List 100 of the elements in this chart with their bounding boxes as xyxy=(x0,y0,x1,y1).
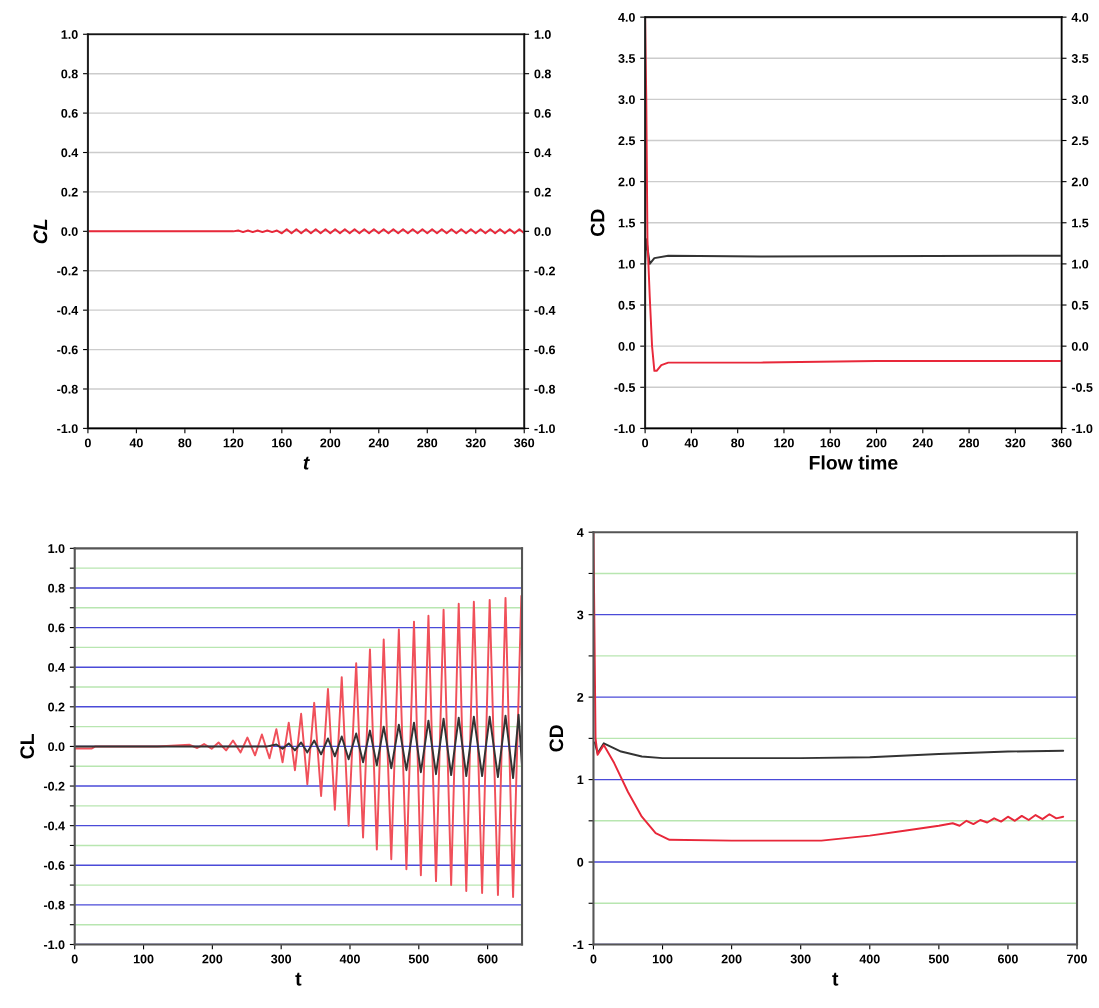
x-tick-label: 240 xyxy=(912,438,933,448)
y-tick-label: -0.6 xyxy=(57,345,78,355)
y-tick-label: -0.6 xyxy=(43,861,65,870)
x-tick-label: 100 xyxy=(652,954,673,964)
x-tick-label: 360 xyxy=(1051,438,1072,448)
y2-tick-label: 3.5 xyxy=(1071,54,1089,63)
y2-tick-label: 0.0 xyxy=(534,227,551,236)
x-tick-label: 40 xyxy=(684,438,698,448)
y2-tick-label: 2.0 xyxy=(1071,177,1089,187)
y-tick-label: 1.5 xyxy=(618,218,636,228)
y2-tick-label: -0.5 xyxy=(1071,383,1093,392)
x-tick-label: 320 xyxy=(465,438,486,448)
y-tick-label: 0.6 xyxy=(61,108,78,118)
y2-tick-label: 4.0 xyxy=(1071,12,1089,22)
y-axis-title: CD xyxy=(590,209,605,237)
y2-tick-label: 1.5 xyxy=(1072,218,1089,228)
y-tick-label: -0.4 xyxy=(43,821,65,831)
x-tick-label: 600 xyxy=(997,954,1018,964)
x-tick-label: 120 xyxy=(774,438,794,448)
x-tick-label: 240 xyxy=(368,438,389,448)
x-tick-label: 200 xyxy=(320,438,341,448)
y2-tick-label: -1.0 xyxy=(1071,424,1093,434)
y-tick-label: -0.5 xyxy=(614,383,636,392)
y-tick-label: 0.0 xyxy=(61,227,78,236)
y-axis-title: CD xyxy=(549,725,564,752)
y2-tick-label: 0.2 xyxy=(534,187,551,197)
y-tick-label: 0.4 xyxy=(61,148,79,158)
y-tick-label: 0.8 xyxy=(48,583,65,593)
x-tick-label: 80 xyxy=(178,438,192,448)
x-tick-label: 0 xyxy=(642,438,649,448)
y-tick-label: 0.4 xyxy=(48,663,65,672)
y-tick-label: -1.0 xyxy=(57,424,78,434)
x-axis-title: Flow time xyxy=(809,455,898,470)
y2-tick-label: 0.8 xyxy=(534,69,551,79)
x-tick-label: 280 xyxy=(417,438,438,448)
y2-tick-label: 0.0 xyxy=(1071,341,1089,351)
y2-tick-label: -0.4 xyxy=(534,305,556,315)
x-tick-label: 0 xyxy=(84,438,91,448)
x-tick-label: 200 xyxy=(721,954,742,964)
x-tick-label: 360 xyxy=(514,438,535,448)
y2-tick-label: -1.0 xyxy=(534,424,555,434)
x-tick-label: 700 xyxy=(1067,954,1087,964)
x-tick-label: 300 xyxy=(790,954,811,964)
y-tick-label: 0.0 xyxy=(618,341,635,351)
x-tick-label: 500 xyxy=(408,954,429,964)
y-tick-label: -1.0 xyxy=(43,940,65,950)
y2-tick-label: 0.4 xyxy=(534,148,552,158)
x-tick-label: 160 xyxy=(272,438,292,448)
y-tick-label: 0.5 xyxy=(618,300,636,310)
x-tick-label: 200 xyxy=(202,954,223,964)
y-tick-label: 4 xyxy=(576,528,584,537)
y2-tick-label: -0.8 xyxy=(534,384,556,394)
y-tick-label: 1.0 xyxy=(61,30,78,39)
y-tick-label: 2 xyxy=(577,692,584,702)
y-tick-label: 1.0 xyxy=(618,259,635,269)
y-tick-label: -0.4 xyxy=(57,305,79,315)
x-tick-label: 200 xyxy=(866,438,887,448)
y-tick-label: 1 xyxy=(577,775,584,785)
y-tick-label: 3.5 xyxy=(618,54,636,63)
y-tick-label: -0.8 xyxy=(57,384,78,394)
y-tick-label: 0 xyxy=(577,857,584,867)
x-axis-title: t xyxy=(303,456,310,470)
x-tick-label: 100 xyxy=(133,954,154,964)
y-tick-label: 2.5 xyxy=(618,136,636,146)
y-axis-title: CL xyxy=(33,219,48,244)
y-axis-title: CL xyxy=(20,734,35,759)
y-tick-label: 0.0 xyxy=(48,742,65,752)
y-tick-label: 0.2 xyxy=(61,187,78,197)
y-tick-label: 4.0 xyxy=(618,12,635,22)
y-tick-label: 0.6 xyxy=(48,623,65,633)
x-tick-label: 300 xyxy=(271,954,292,964)
y-tick-label: 2.0 xyxy=(618,177,635,187)
x-tick-label: 320 xyxy=(1005,438,1026,448)
x-tick-label: 80 xyxy=(731,438,745,448)
x-tick-label: 400 xyxy=(339,954,360,964)
y2-tick-label: -0.6 xyxy=(534,345,556,355)
x-tick-label: 500 xyxy=(928,954,949,964)
x-tick-label: 120 xyxy=(223,438,244,448)
x-tick-label: 280 xyxy=(959,438,979,448)
y-tick-label: 1.0 xyxy=(48,544,65,553)
y-tick-label: -0.2 xyxy=(57,266,78,276)
y2-tick-label: 0.6 xyxy=(534,108,551,118)
y-tick-label: 3 xyxy=(577,610,584,620)
y2-tick-label: 0.5 xyxy=(1071,300,1089,310)
y-tick-label: -0.2 xyxy=(43,781,65,791)
y-tick-label: -1 xyxy=(573,940,584,950)
x-tick-label: 40 xyxy=(129,438,143,448)
y2-tick-label: 3.0 xyxy=(1071,95,1089,105)
x-tick-label: 400 xyxy=(859,954,880,964)
y-tick-label: -0.8 xyxy=(43,900,65,910)
y2-tick-label: 2.5 xyxy=(1071,136,1089,146)
y-tick-label: 0.8 xyxy=(61,69,78,79)
y2-tick-label: 1.0 xyxy=(1072,259,1089,269)
y-tick-label: 3.0 xyxy=(618,95,635,105)
y-tick-label: -1.0 xyxy=(614,424,635,434)
y2-tick-label: -0.2 xyxy=(534,266,555,276)
x-tick-label: 0 xyxy=(590,954,597,964)
y2-tick-label: 1.0 xyxy=(534,30,551,39)
x-axis-title: t xyxy=(832,972,839,986)
x-tick-label: 160 xyxy=(820,438,841,448)
